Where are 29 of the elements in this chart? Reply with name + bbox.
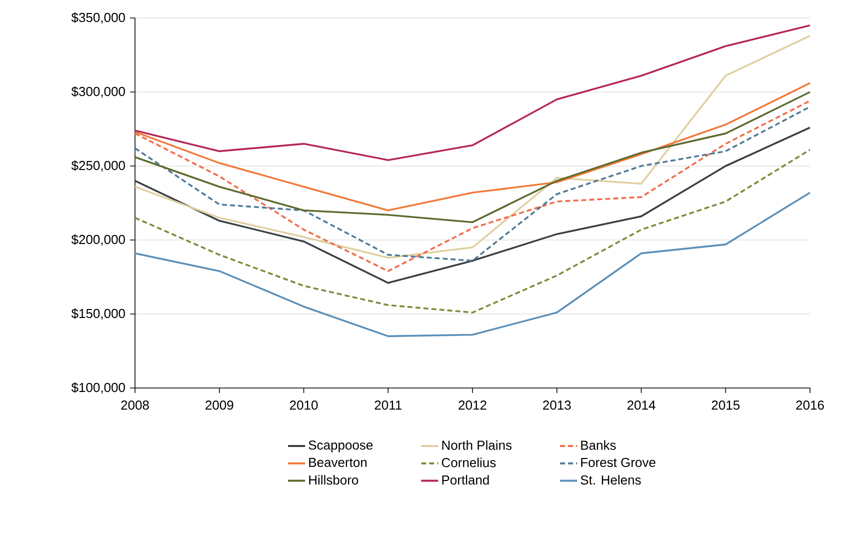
y-tick-label: $200,000 [71, 234, 125, 246]
y-tick-label: $300,000 [71, 86, 125, 98]
x-tick-label: 2013 [543, 400, 571, 410]
x-tick-label: 2009 [206, 400, 234, 410]
line-series [134, 34, 811, 259]
x-tick-label: 2015 [712, 400, 740, 410]
y-tick-label: $250,000 [71, 160, 125, 172]
legend-label: Portland [442, 475, 489, 485]
legend-label: Scappoose [308, 440, 373, 452]
legend-label: Cornelius [442, 458, 496, 468]
y-tick-label: $150,000 [71, 308, 125, 320]
legend-label: North Plains [442, 440, 512, 450]
x-tick-label: 2010 [290, 400, 318, 410]
x-tick-label: 2016 [796, 400, 824, 410]
legend-label: Hillsboro [309, 475, 358, 485]
x-tick-label: 2012 [458, 400, 486, 410]
legend-label: Banks [581, 440, 616, 450]
y-tick-label: $100,000 [71, 382, 125, 394]
line-series [134, 24, 811, 161]
legend-label: Beaverton [309, 458, 367, 467]
legend-label: Forest Grove [581, 458, 656, 468]
x-tick-label: 2014 [627, 400, 656, 410]
line-series [134, 148, 811, 314]
line-series [134, 192, 811, 338]
x-tick-label: 2011 [374, 400, 402, 410]
line-series [134, 126, 811, 284]
legend-label: St. Helens [580, 475, 641, 485]
x-tick-label: 2008 [121, 400, 149, 410]
y-tick-label: $350,000 [71, 12, 125, 24]
